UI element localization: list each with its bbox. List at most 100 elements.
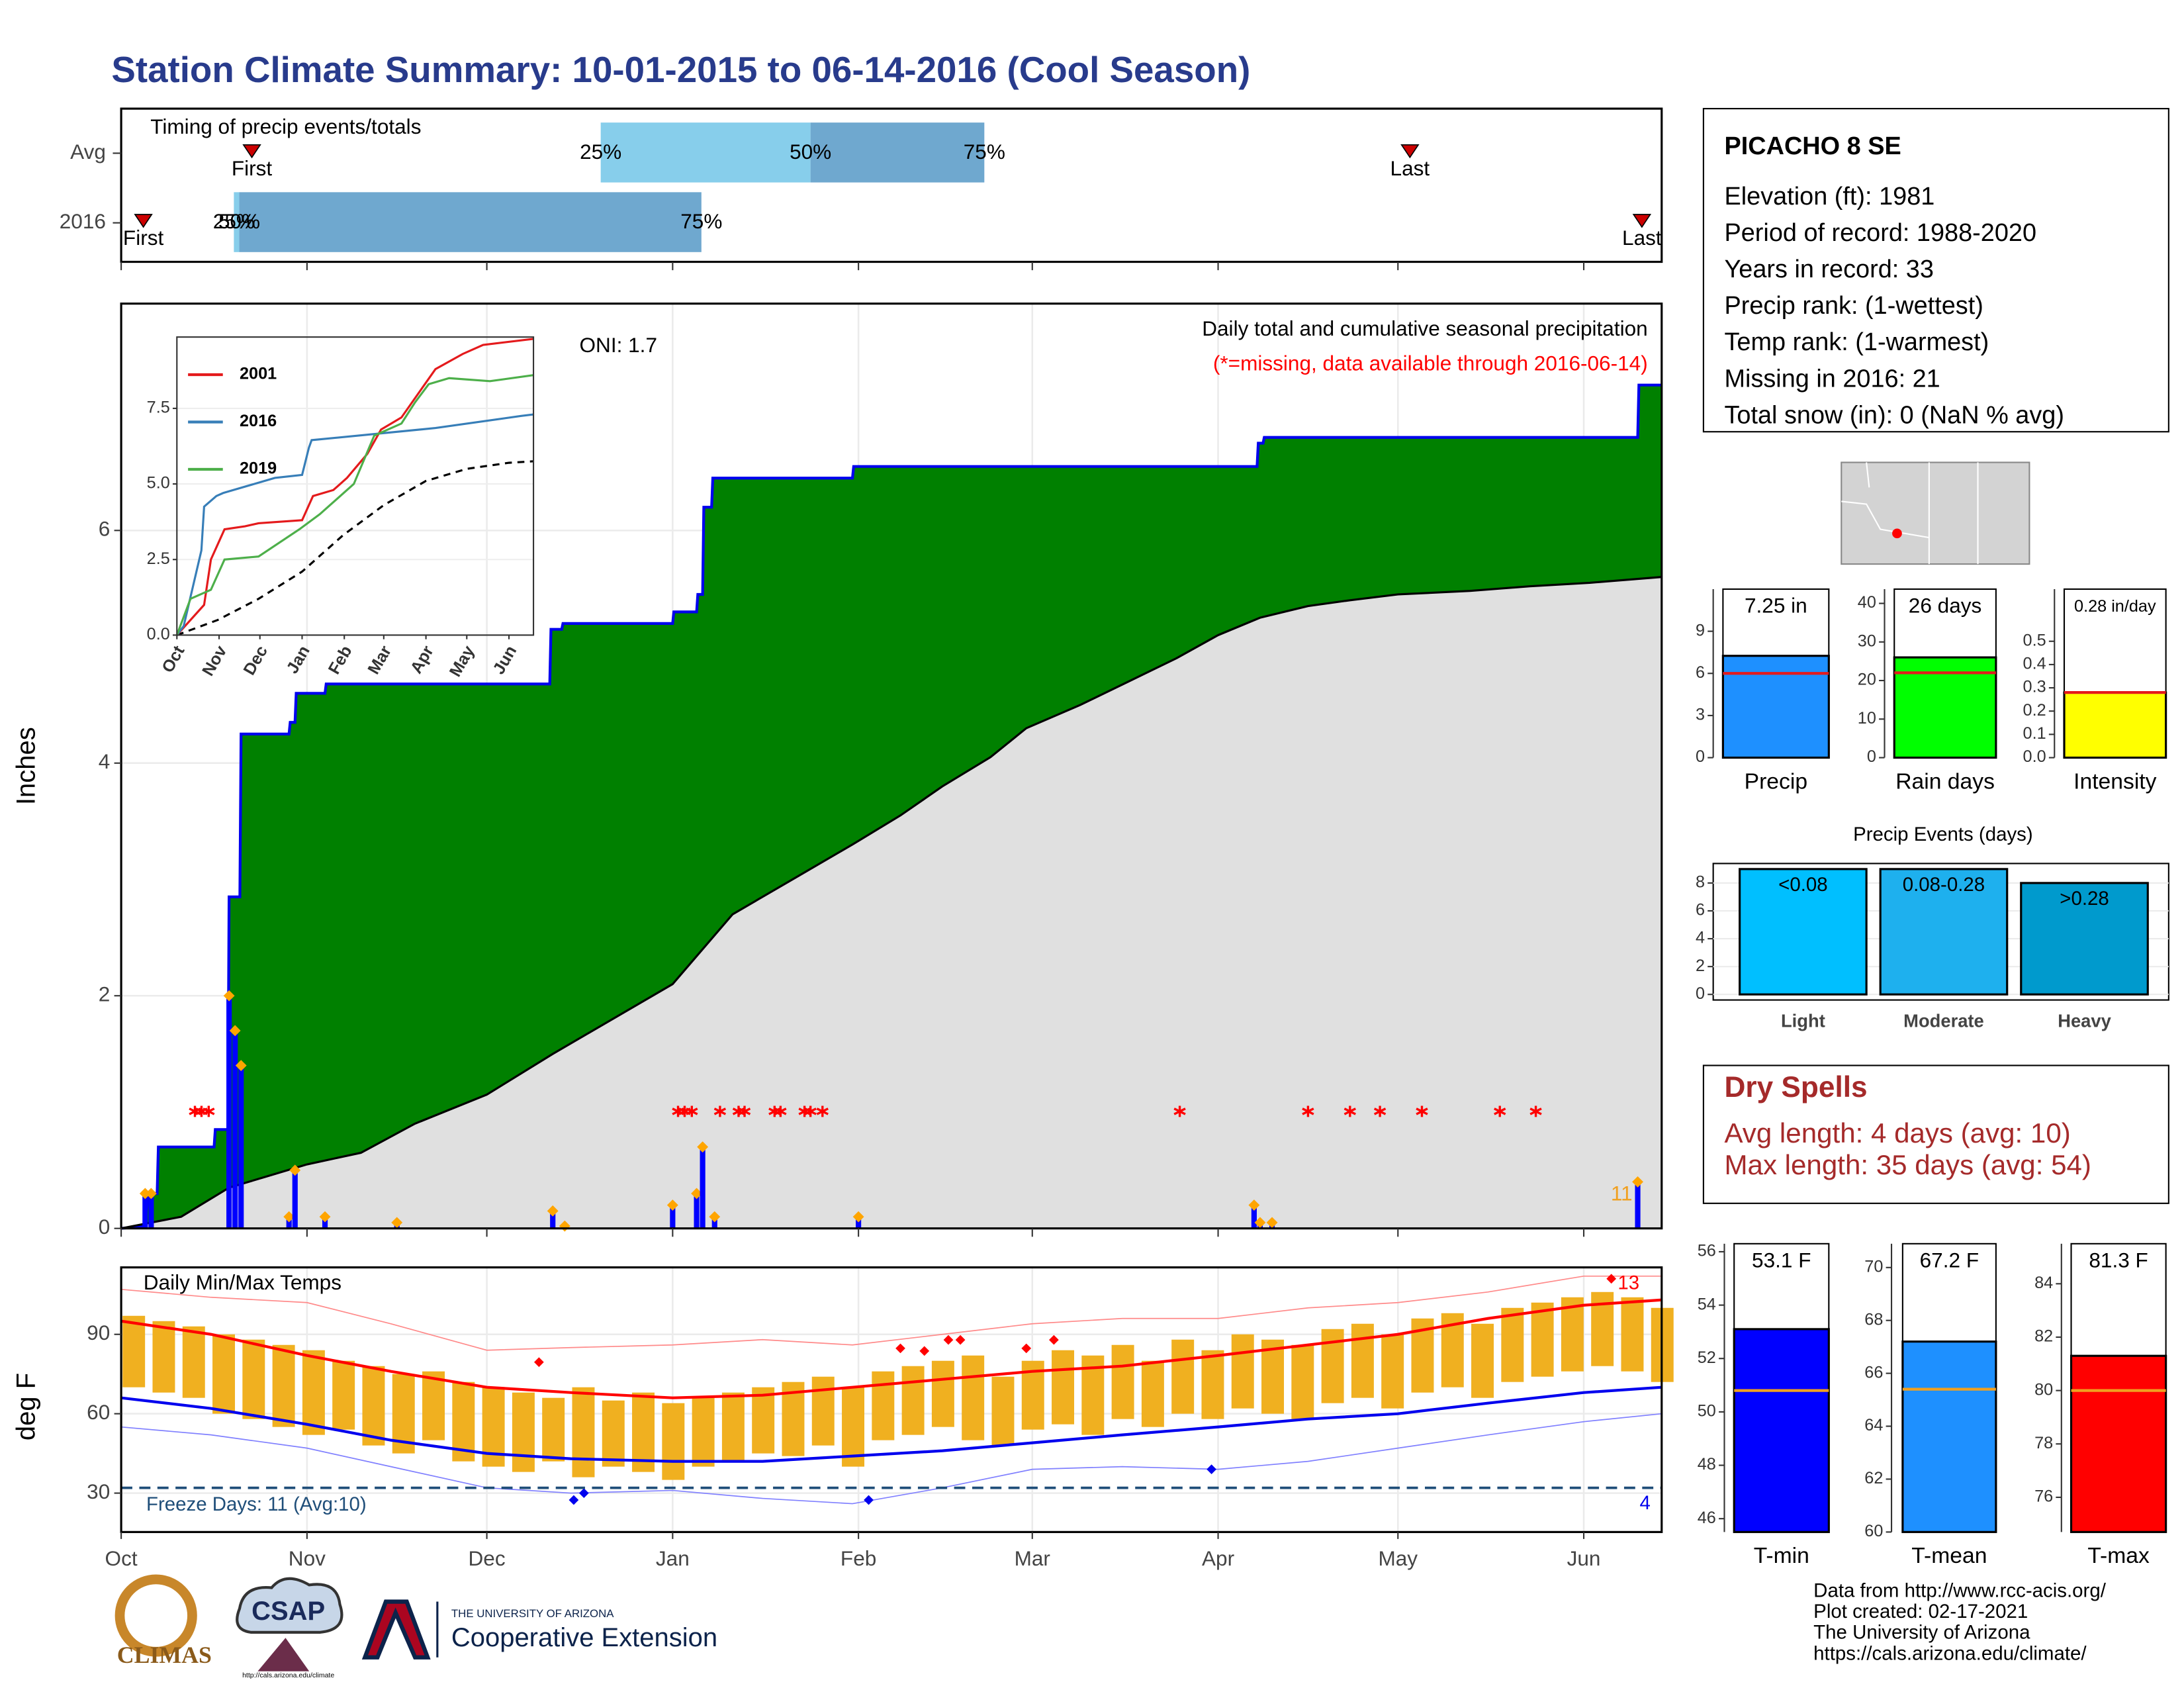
y-tick-label: 6 [99,517,111,541]
credit-line: The University of Arizona [1813,1622,2030,1644]
y-tick-label: 84 [2034,1274,2053,1292]
missing-marker [1416,1105,1428,1117]
dry-spells-title: Dry Spells [1724,1071,1867,1103]
timing-marker [134,214,153,228]
y-tick-label: 2 [99,982,111,1006]
missing-marker [1302,1105,1314,1117]
temp-bar [931,1360,954,1427]
station-box [1702,108,2169,433]
value-label: 7.25 in [1745,594,1807,618]
daily-bar [711,1217,717,1229]
y-tick-label: 8 [1696,873,1705,892]
y-tick-label: 20 [1858,671,1876,689]
temp-bar [1261,1339,1285,1414]
y-tick-label: 68 [1864,1310,1883,1329]
missing-marker [804,1105,817,1117]
legend-label: 2019 [240,459,277,478]
value-label: 81.3 F [2089,1248,2148,1272]
temp-bar [962,1355,985,1440]
marker-label: First [232,156,273,180]
y-tick-label: 40 [1858,593,1876,612]
temp-bar [752,1387,775,1454]
bar [2063,691,2167,759]
record-marker [569,1495,579,1505]
daily-bar [142,1193,148,1229]
temp-bar [872,1371,895,1440]
daily-bar [148,1193,154,1229]
freeze-label: Freeze Days: 11 (Avg:10) [146,1493,367,1515]
missing-marker [1494,1105,1506,1117]
category-label: T-mean [1911,1544,1987,1568]
x-tick-label: Jan [656,1546,690,1570]
y-tick-label: 76 [2034,1487,2053,1506]
daily-marker [1632,1176,1643,1188]
count-label: 11 [1611,1182,1633,1205]
temp-line [120,1385,1662,1463]
y-tick-label: 82 [2034,1327,2053,1346]
temp-bar [422,1371,445,1440]
x-tick-label: Mar [1015,1546,1050,1570]
temp-bar [1141,1360,1164,1427]
temp-title: Daily Min/Max Temps [144,1270,341,1294]
daily-marker [1254,1217,1266,1229]
missing-marker [1529,1105,1542,1117]
daily-marker [852,1211,864,1223]
temp-bar [632,1392,655,1472]
missing-marker [1173,1105,1186,1117]
marker-label: Last [1390,156,1430,180]
category-label: Precip [1745,769,1807,794]
dry-spells-box [1702,1064,2169,1204]
range-label: <0.08 [1778,874,1828,896]
record-marker [1606,1274,1617,1284]
y-tick-label: 6 [1696,663,1705,682]
map-bg [1841,461,2030,565]
timing-marker [242,144,261,159]
missing-marker [1373,1105,1387,1117]
y-tick-label: 0 [1867,747,1876,766]
csap-cloud [236,1577,343,1634]
y-axis-label: deg F [12,1373,41,1440]
temp-bar [1201,1350,1224,1419]
y-tick-label: 0.4 [2023,655,2046,673]
y-tick-label: 62 [1864,1469,1883,1487]
station-line: Total snow (in): 0 (NaN % avg) [1724,402,2064,430]
x-tick-label: Feb [841,1546,876,1570]
credit-line: https://cals.arizona.edu/climate/ [1813,1642,2087,1664]
bar [1901,1340,1997,1533]
missing-marker [816,1105,829,1117]
credit-line: Plot created: 02-17-2021 [1813,1601,2028,1622]
dry-spells-line: Max length: 35 days (avg: 54) [1724,1149,2091,1180]
timing-title: Timing of precip events/totals [150,115,421,138]
temp-bar [1531,1302,1554,1377]
timing-marker [1632,214,1652,228]
x-tick-label: Apr [1202,1546,1234,1570]
y-tick-label: 90 [87,1321,110,1344]
daily-bar [856,1217,862,1229]
temp-bar [602,1400,625,1467]
temp-bar [572,1387,595,1477]
y-tick-label: 54 [1698,1295,1716,1313]
temp-bar [1501,1307,1524,1382]
temp-bar [362,1366,385,1446]
temp-bar [242,1339,265,1419]
category-label: Light [1781,1011,1825,1031]
category-label: Rain days [1895,769,1995,794]
station-line: Temp rank: (1-warmest) [1724,328,1989,356]
y-tick-label: 10 [1858,709,1876,727]
daily-bar [226,996,232,1229]
y-tick-label: 56 [1698,1242,1716,1260]
quartile-bar [600,122,811,183]
x-tick-label: Dec [469,1546,506,1570]
y-tick-label: 70 [1864,1257,1883,1276]
temp-line [121,1275,1662,1351]
inset-y-tick-label: 0.0 [147,625,170,643]
value-label: 0.28 in/day [2074,597,2156,616]
temp-bar [1561,1297,1584,1372]
missing-marker [738,1105,751,1117]
logos: CLIMAS CSAP http://cals.arizona.edu/clim… [114,1574,717,1679]
dry-spells-lines: Avg length: 4 days (avg: 10)Max length: … [1724,1117,2091,1180]
temp-bar [212,1334,236,1414]
daily-bar [670,1205,676,1229]
timing-marker [1400,144,1420,159]
y-tick-label: 52 [1698,1348,1716,1367]
